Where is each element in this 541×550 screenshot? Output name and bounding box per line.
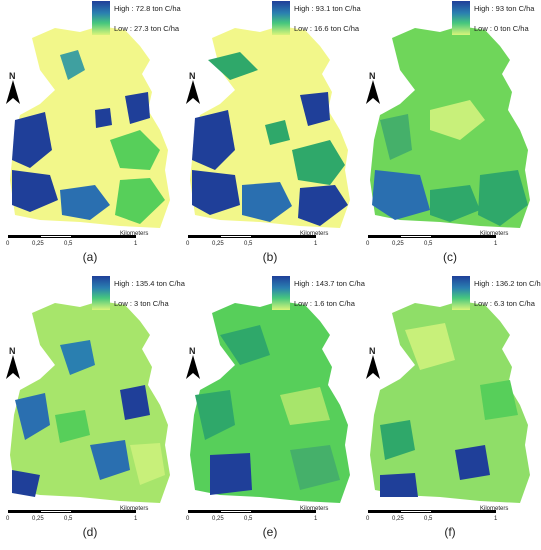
legend-high: High : 136.2 ton C/ha bbox=[474, 279, 541, 288]
north-label: N bbox=[9, 346, 16, 356]
color-ramp bbox=[272, 1, 290, 35]
panel-label: (e) bbox=[262, 525, 278, 539]
scale-tick: 0,25 bbox=[392, 241, 404, 247]
legend: High : 143.7 ton C/ha Low : 1.6 ton C/ha bbox=[272, 275, 365, 315]
north-label: N bbox=[369, 346, 376, 356]
scale-tick: 0,25 bbox=[32, 516, 44, 522]
scale-tick: 0,25 bbox=[212, 516, 224, 522]
scale-tick: 0,5 bbox=[64, 516, 73, 522]
scale-tick: 1 bbox=[494, 516, 498, 522]
scale-tick: 1 bbox=[314, 241, 318, 247]
map-panel-d: High : 135.4 ton C/ha Low : 3 ton C/ha N… bbox=[0, 275, 185, 550]
panel-label: (b) bbox=[262, 250, 278, 264]
north-arrow-icon bbox=[366, 355, 380, 379]
scale-tick: 0,5 bbox=[64, 241, 73, 247]
map-panel-c: High : 93 ton C/ha Low : 0 ton C/ha N Ki… bbox=[360, 0, 540, 275]
map-a bbox=[10, 26, 170, 228]
legend-low: Low : 3 ton C/ha bbox=[114, 299, 169, 308]
legend: High : 135.4 ton C/ha Low : 3 ton C/ha bbox=[92, 275, 185, 315]
legend: High : 136.2 ton C/ha Low : 6.3 ton C/ha bbox=[452, 275, 541, 315]
scale-tick: 1 bbox=[494, 241, 498, 247]
legend-low: Low : 6.3 ton C/ha bbox=[474, 299, 535, 308]
scale-units: Kilometers bbox=[120, 231, 149, 237]
scale-bar: Kilometers 0 0,25 0,5 1 bbox=[6, 231, 148, 263]
north-arrow-icon bbox=[6, 80, 20, 104]
scale-units: Kilometers bbox=[480, 231, 509, 237]
scale-bar: Kilometers 0 0,25 0,5 1 bbox=[186, 231, 328, 263]
north-label: N bbox=[369, 71, 376, 81]
scale-units: Kilometers bbox=[120, 506, 149, 512]
north-arrow-icon bbox=[366, 80, 380, 104]
legend-low: Low : 0 ton C/ha bbox=[474, 24, 529, 33]
scale-bar: Kilometers 0 0,25 0,5 1 bbox=[366, 231, 508, 263]
color-ramp bbox=[272, 276, 290, 310]
scale-tick: 0,25 bbox=[212, 241, 224, 247]
map-panel-b: High : 93.1 ton C/ha Low : 16.6 ton C/ha… bbox=[180, 0, 361, 275]
scale-tick: 0 bbox=[366, 516, 370, 522]
scale-bar: Kilometers 0 0,25 0,5 1 bbox=[366, 506, 508, 538]
scale-tick: 0,5 bbox=[244, 241, 253, 247]
scale-bar: Kilometers 0 0,25 0,5 1 bbox=[6, 506, 148, 538]
color-ramp bbox=[452, 276, 470, 310]
scale-tick: 1 bbox=[314, 516, 318, 522]
scale-tick: 1 bbox=[134, 516, 138, 522]
color-ramp bbox=[92, 276, 110, 310]
map-b bbox=[190, 26, 350, 228]
scale-tick: 0 bbox=[366, 241, 370, 247]
map-panel-e: High : 143.7 ton C/ha Low : 1.6 ton C/ha… bbox=[180, 275, 365, 550]
legend-low: Low : 27.3 ton C/ha bbox=[114, 24, 180, 33]
map-f bbox=[370, 301, 530, 503]
scale-tick: 0 bbox=[186, 516, 190, 522]
legend: High : 72.8 ton C/ha Low : 27.3 ton C/ha bbox=[92, 0, 181, 40]
scale-units: Kilometers bbox=[300, 506, 329, 512]
scale-units: Kilometers bbox=[300, 231, 329, 237]
north-arrow-icon bbox=[6, 355, 20, 379]
legend: High : 93 ton C/ha Low : 0 ton C/ha bbox=[452, 0, 540, 40]
legend-low: Low : 16.6 ton C/ha bbox=[294, 24, 360, 33]
legend-high: High : 72.8 ton C/ha bbox=[114, 4, 181, 13]
scale-tick: 0 bbox=[6, 516, 10, 522]
map-panel-f: High : 136.2 ton C/ha Low : 6.3 ton C/ha… bbox=[360, 275, 541, 550]
scale-units: Kilometers bbox=[480, 506, 509, 512]
legend-high: High : 135.4 ton C/ha bbox=[114, 279, 185, 288]
scale-bar: Kilometers 0 0,25 0,5 1 bbox=[186, 506, 328, 538]
scale-tick: 1 bbox=[134, 241, 138, 247]
legend-high: High : 93 ton C/ha bbox=[474, 4, 535, 13]
legend-high: High : 93.1 ton C/ha bbox=[294, 4, 361, 13]
map-panel-a: High : 72.8 ton C/ha Low : 27.3 ton C/ha… bbox=[0, 0, 181, 275]
color-ramp bbox=[92, 1, 110, 35]
scale-tick: 0 bbox=[186, 241, 190, 247]
north-arrow-icon bbox=[186, 80, 200, 104]
scale-tick: 0 bbox=[6, 241, 10, 247]
panel-label: (f) bbox=[444, 525, 456, 539]
panel-label: (d) bbox=[82, 525, 98, 539]
color-ramp bbox=[452, 1, 470, 35]
legend-high: High : 143.7 ton C/ha bbox=[294, 279, 365, 288]
north-label: N bbox=[189, 71, 196, 81]
north-label: N bbox=[9, 71, 16, 81]
legend: High : 93.1 ton C/ha Low : 16.6 ton C/ha bbox=[272, 0, 361, 40]
north-label: N bbox=[189, 346, 196, 356]
scale-tick: 0,25 bbox=[392, 516, 404, 522]
scale-tick: 0,5 bbox=[244, 516, 253, 522]
legend-low: Low : 1.6 ton C/ha bbox=[294, 299, 355, 308]
north-arrow-icon bbox=[186, 355, 200, 379]
map-d bbox=[10, 301, 170, 503]
map-c bbox=[370, 26, 530, 228]
scale-tick: 0,25 bbox=[32, 241, 44, 247]
scale-tick: 0,5 bbox=[424, 241, 433, 247]
panel-label: (c) bbox=[443, 250, 457, 264]
scale-tick: 0,5 bbox=[424, 516, 433, 522]
map-e bbox=[190, 301, 350, 503]
panel-label: (a) bbox=[82, 250, 98, 264]
